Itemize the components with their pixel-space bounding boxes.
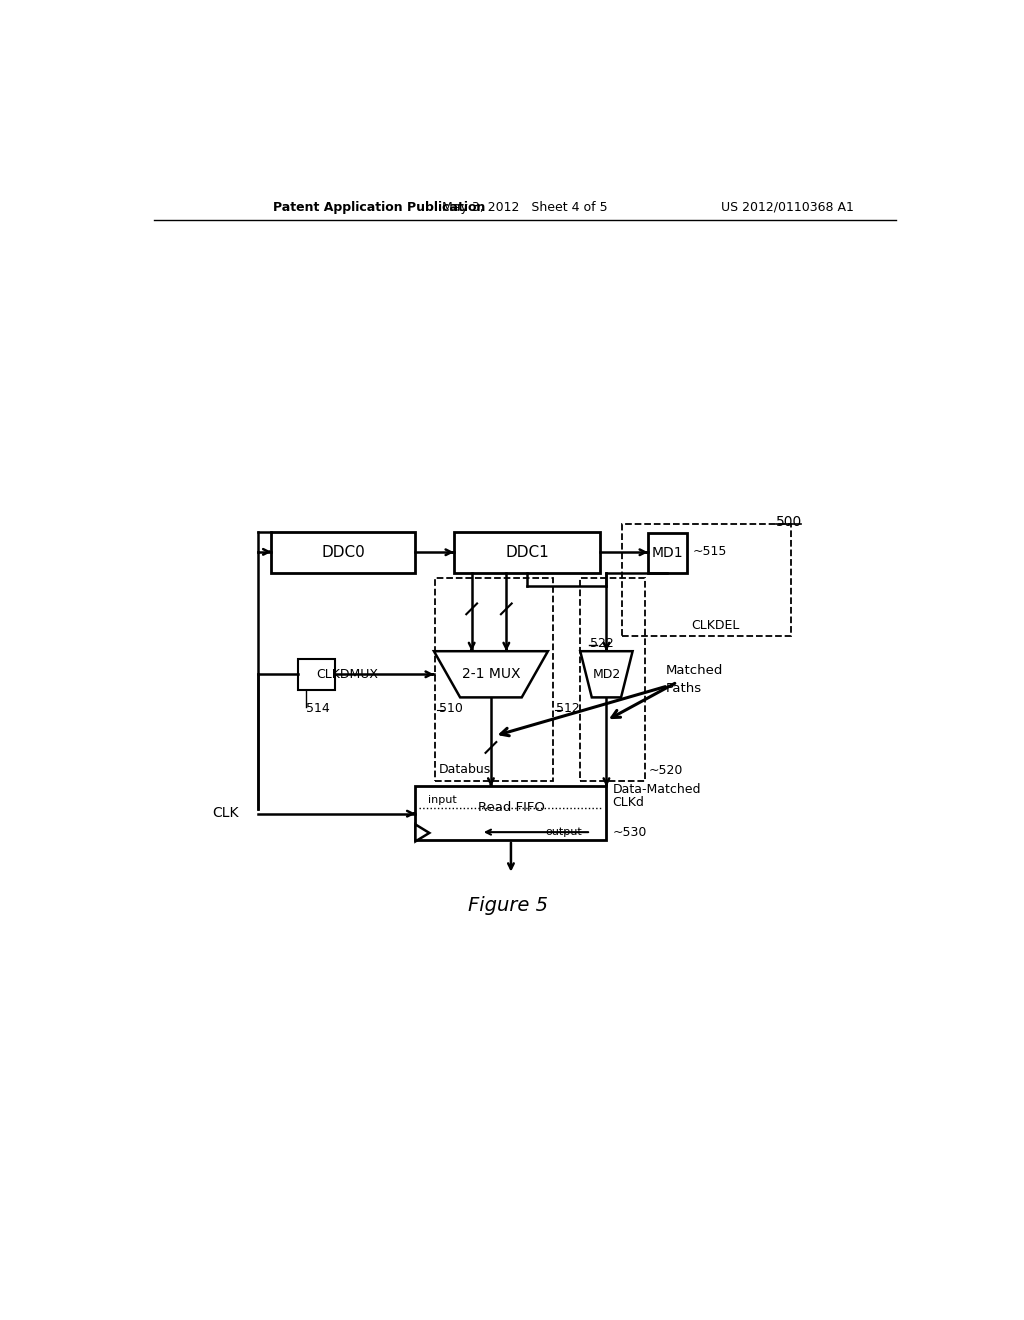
Text: Read FIFO: Read FIFO bbox=[477, 801, 545, 814]
Bar bbox=[271, 532, 416, 573]
Text: 500: 500 bbox=[776, 515, 802, 529]
Text: Paths: Paths bbox=[666, 681, 701, 694]
Bar bbox=[435, 578, 553, 780]
Bar bbox=[298, 659, 335, 689]
Text: Patent Application Publication: Patent Application Publication bbox=[273, 201, 485, 214]
Text: US 2012/0110368 A1: US 2012/0110368 A1 bbox=[722, 201, 854, 214]
Text: MD2: MD2 bbox=[592, 668, 621, 681]
Text: Figure 5: Figure 5 bbox=[468, 896, 548, 915]
Text: May 3, 2012   Sheet 4 of 5: May 3, 2012 Sheet 4 of 5 bbox=[442, 201, 607, 214]
Text: CLKDMUX: CLKDMUX bbox=[316, 668, 378, 681]
Text: CLK: CLK bbox=[212, 807, 239, 820]
Text: ~530: ~530 bbox=[612, 825, 647, 838]
Bar bbox=[648, 533, 686, 573]
Text: ~520: ~520 bbox=[649, 764, 683, 777]
Polygon shape bbox=[434, 651, 548, 697]
Text: 2-1 MUX: 2-1 MUX bbox=[462, 668, 520, 681]
Text: 514: 514 bbox=[306, 702, 330, 715]
Text: Data-Matched: Data-Matched bbox=[612, 783, 701, 796]
Polygon shape bbox=[581, 651, 633, 697]
Text: ~515: ~515 bbox=[692, 545, 727, 557]
Text: output: output bbox=[546, 828, 583, 837]
Text: DDC1: DDC1 bbox=[505, 545, 549, 560]
Bar bbox=[622, 524, 792, 636]
Polygon shape bbox=[416, 825, 429, 841]
Text: CLKd: CLKd bbox=[612, 796, 644, 809]
Text: DDC0: DDC0 bbox=[322, 545, 366, 560]
Text: 510: 510 bbox=[438, 702, 463, 715]
Text: input: input bbox=[428, 795, 457, 805]
Bar bbox=[581, 578, 645, 780]
Bar bbox=[416, 785, 606, 840]
Bar bbox=[454, 532, 600, 573]
Text: Databus: Databus bbox=[438, 763, 490, 776]
Text: 512: 512 bbox=[556, 702, 581, 715]
Text: CLKDEL: CLKDEL bbox=[691, 619, 740, 631]
Text: Matched: Matched bbox=[666, 664, 723, 677]
Text: 522: 522 bbox=[590, 638, 614, 649]
Text: MD1: MD1 bbox=[651, 546, 683, 560]
